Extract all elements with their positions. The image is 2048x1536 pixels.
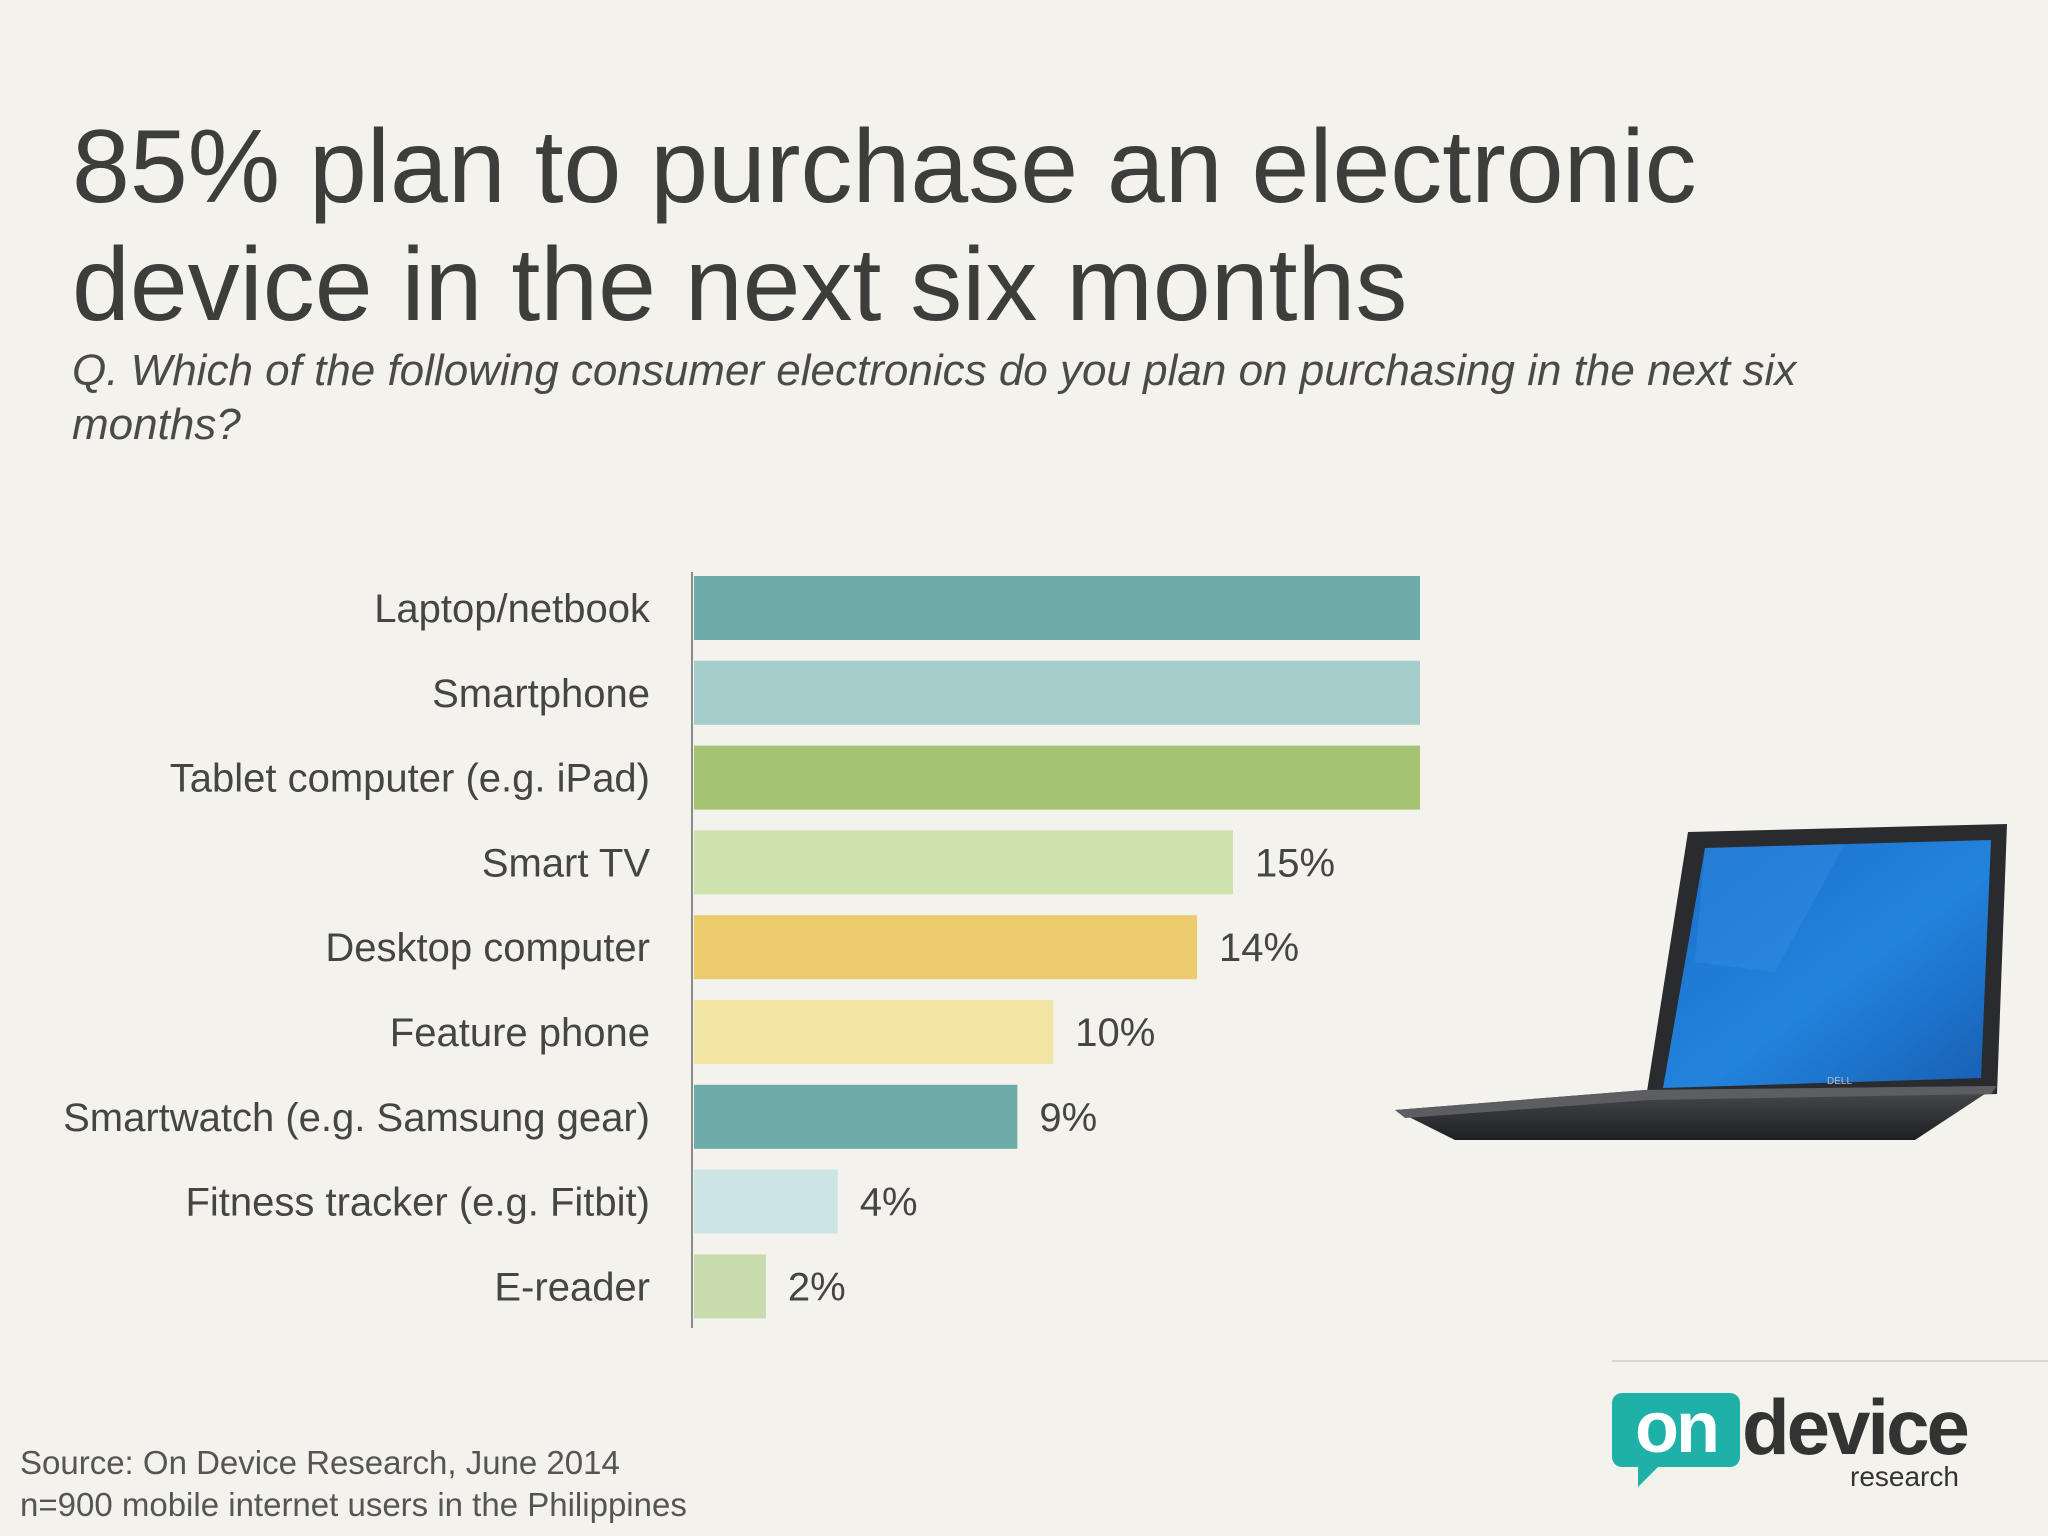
laptop-image: DELL [1395, 824, 2007, 1140]
category-label: Smartwatch (e.g. Samsung gear) [63, 1096, 650, 1140]
bar [694, 576, 1420, 640]
logo-divider [1612, 1360, 2048, 1362]
chart-subtitle: Q. Which of the following consumer elect… [72, 346, 1797, 449]
logo-research: research [1850, 1461, 1959, 1492]
bar-chart: Laptop/netbook29%Smartphone24%Tablet com… [63, 572, 1420, 1328]
on-device-logo: on device research [1612, 1385, 1970, 1505]
value-label: 14% [1219, 926, 1299, 970]
sample-line: n=900 mobile internet users in the Phili… [20, 1486, 687, 1523]
category-label: Feature phone [390, 1011, 650, 1055]
category-label: E-reader [494, 1265, 650, 1309]
value-label: 10% [1075, 1011, 1155, 1055]
source-line: Source: On Device Research, June 2014 [20, 1444, 620, 1481]
value-label: 9% [1039, 1096, 1097, 1140]
bar [694, 1084, 1018, 1149]
value-label: 4% [860, 1181, 918, 1225]
bar [694, 1254, 766, 1319]
logo-on: on [1612, 1392, 1740, 1467]
bar [694, 1169, 838, 1234]
category-label: Tablet computer (e.g. iPad) [170, 757, 650, 801]
source-note: Source: On Device Research, June 2014 n=… [20, 1442, 687, 1526]
bar [694, 660, 1420, 725]
value-label: 15% [1255, 841, 1335, 885]
category-label: Smart TV [482, 841, 651, 885]
bar [694, 915, 1198, 980]
value-label: 2% [788, 1265, 846, 1309]
logo-device: device [1742, 1383, 1970, 1471]
laptop-brand: DELL [1827, 1076, 1852, 1087]
category-label: Desktop computer [325, 926, 650, 970]
bar [694, 1000, 1054, 1064]
chart-title: 85% plan to purchase an electronic devic… [72, 109, 1697, 343]
bar [694, 830, 1233, 895]
category-label: Laptop/netbook [374, 587, 651, 631]
bar [694, 745, 1420, 810]
category-label: Fitness tracker (e.g. Fitbit) [185, 1181, 650, 1225]
logo-speech-tail [1638, 1465, 1660, 1487]
category-label: Smartphone [432, 672, 650, 716]
